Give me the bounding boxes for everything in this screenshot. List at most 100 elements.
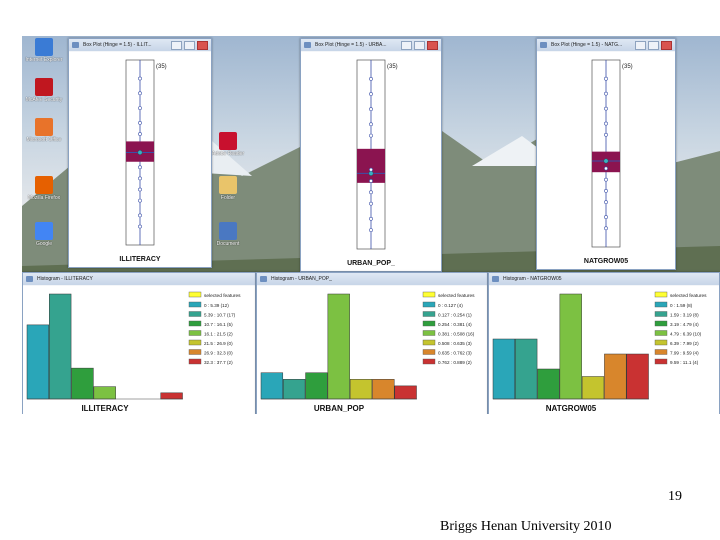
legend-range-label: 4.79 : 6.39 (10) (670, 331, 702, 336)
legend-swatch (188, 358, 202, 365)
window-titlebar[interactable]: Box Plot (Hinge = 1.5) - URBA... (301, 39, 441, 51)
histogram-bar (71, 367, 94, 400)
boxplot-data-point (604, 215, 608, 219)
window-titlebar[interactable]: Histogram - ILLITERACY (23, 273, 255, 285)
slide-footer: Briggs Henan University 2010 (440, 519, 612, 534)
desktop-shortcut[interactable]: Adobe Reader (208, 132, 248, 157)
boxplot-variable-label: URBAN_POP_ (347, 260, 395, 267)
window-controls[interactable] (171, 41, 208, 50)
boxplot-chart: (35) ILLITERACY (119, 59, 167, 263)
histogram-bar (626, 353, 649, 400)
histogram-bar (515, 338, 538, 400)
desktop-shortcut[interactable]: Microsoft Office (24, 118, 64, 143)
histogram-bar (492, 338, 516, 400)
boxplot-data-point (138, 165, 142, 170)
legend-swatch (654, 339, 668, 346)
boxplot-data-point (369, 216, 373, 221)
legend-range-label: 26.9 : 32.3 (0) (204, 350, 233, 355)
histogram-bar (537, 368, 560, 400)
legend-swatch (422, 358, 436, 365)
boxplot-area: (35) URBAN_POP_ (301, 52, 441, 271)
legend-range-label: 0.635 : 0.762 (3) (438, 350, 472, 355)
legend-swatch (188, 330, 202, 336)
desktop-shortcut[interactable]: Internet Explorer (24, 38, 64, 63)
desktop-shortcut-label: Adobe Reader (211, 151, 245, 157)
boxplot-window-natgrow05[interactable]: Box Plot (Hinge = 1.5) - NATG... (35) NAT… (536, 38, 676, 270)
boxplot-data-point (369, 201, 373, 206)
boxplot-outlier-count: (35) (156, 64, 167, 70)
desktop-shortcut-label: Internet Explorer (25, 57, 63, 63)
boxplot-data-point (138, 187, 142, 192)
maximize-icon[interactable] (414, 41, 425, 50)
boxplot-mean-point (137, 150, 143, 155)
legend-title: selected features (670, 293, 707, 299)
legend-range-label: 6.39 : 7.99 (2) (670, 341, 699, 346)
histogram-window-illiteracy[interactable]: Histogram - ILLITERACY ILLITERACY selecte… (22, 272, 256, 414)
histogram-chart: ILLITERACY selected features 0 : 5.39 (12)… (26, 291, 241, 413)
minimize-icon[interactable] (635, 41, 646, 50)
boxplot-data-point (369, 167, 373, 172)
maximize-icon[interactable] (184, 41, 195, 50)
desktop-shortcut[interactable]: McAfee Security (24, 78, 64, 103)
office-icon (35, 118, 53, 136)
legend-swatch (422, 330, 436, 336)
desktop-shortcut[interactable]: Document (208, 222, 248, 247)
legend-range-label: 0.762 : 0.889 (2) (438, 360, 472, 365)
legend-swatch (188, 349, 202, 355)
desktop-shortcut[interactable]: Mozilla Firefox (24, 176, 64, 201)
window-titlebar[interactable]: Histogram - URBAN_POP_ (257, 273, 487, 285)
legend-swatch (422, 349, 436, 355)
boxplot-window-illiteracy[interactable]: Box Plot (Hinge = 1.5) - ILLIT... (35) IL… (68, 38, 212, 268)
legend-selected-swatch (422, 291, 436, 298)
boxplot-data-point (138, 224, 142, 229)
window-titlebar[interactable]: Box Plot (Hinge = 1.5) - ILLIT... (69, 39, 211, 51)
legend-swatch (422, 301, 436, 308)
desktop-shortcut-label: McAfee Security (25, 97, 63, 103)
window-controls[interactable] (635, 41, 672, 50)
histogram-window-urban-pop[interactable]: Histogram - URBAN_POP_ URBAN_POP selected… (256, 272, 488, 414)
histogram-bar (372, 379, 395, 400)
boxplot-data-point (604, 177, 608, 182)
close-icon[interactable] (427, 41, 438, 50)
legend-selected-swatch (188, 291, 202, 298)
document-icon (219, 222, 237, 240)
desktop-shortcut[interactable]: Folder (208, 176, 248, 201)
histogram-bar (349, 379, 373, 400)
boxplot-data-point (604, 226, 608, 231)
legend-range-label: 10.7 : 16.1 (5) (204, 322, 233, 327)
legend-range-label: 0 : 1.59 (8) (670, 303, 693, 308)
maximize-icon[interactable] (648, 41, 659, 50)
histogram-bar (305, 372, 328, 400)
window-title: Box Plot (Hinge = 1.5) - NATG... (551, 42, 623, 48)
slide-page-number: 19 (668, 489, 682, 504)
boxplot-area: (35) NATGROW05 (537, 52, 675, 269)
minimize-icon[interactable] (171, 41, 182, 50)
minimize-icon[interactable] (401, 41, 412, 50)
histogram-window-natgrow05[interactable]: Histogram - NATGROW05 NATGROW05 selected … (488, 272, 720, 414)
boxplot-data-point (369, 133, 373, 138)
boxplot-window-urban-pop[interactable]: Box Plot (Hinge = 1.5) - URBA... (35) URB… (300, 38, 442, 272)
boxplot-data-point (369, 92, 373, 96)
window-titlebar[interactable]: Histogram - NATGROW05 (489, 273, 719, 285)
close-icon[interactable] (197, 41, 208, 50)
boxplot-data-point (604, 200, 608, 205)
boxplot-data-point (369, 122, 373, 127)
desktop-shortcut-label: Microsoft Office (26, 137, 62, 143)
legend-title: selected features (204, 293, 241, 299)
window-controls[interactable] (401, 41, 438, 50)
histogram-bar (93, 386, 116, 400)
boxplot-data-point (604, 76, 608, 81)
desktop-shortcut[interactable]: Google (24, 222, 64, 247)
app-icon (260, 276, 267, 282)
histogram-bar (559, 293, 582, 400)
close-icon[interactable] (661, 41, 672, 50)
boxplot-outlier-count: (35) (622, 64, 633, 70)
window-titlebar[interactable]: Box Plot (Hinge = 1.5) - NATG... (537, 39, 675, 51)
chrome-icon (35, 222, 53, 240)
histogram-chart: URBAN_POP selected features 0 : 0.127 (4) 0… (260, 291, 475, 413)
boxplot-data-point (604, 188, 608, 193)
folder-icon (219, 176, 237, 194)
histogram-variable-label: NATGROW05 (546, 404, 597, 413)
histogram-bar (26, 324, 50, 400)
app-icon (304, 42, 311, 48)
